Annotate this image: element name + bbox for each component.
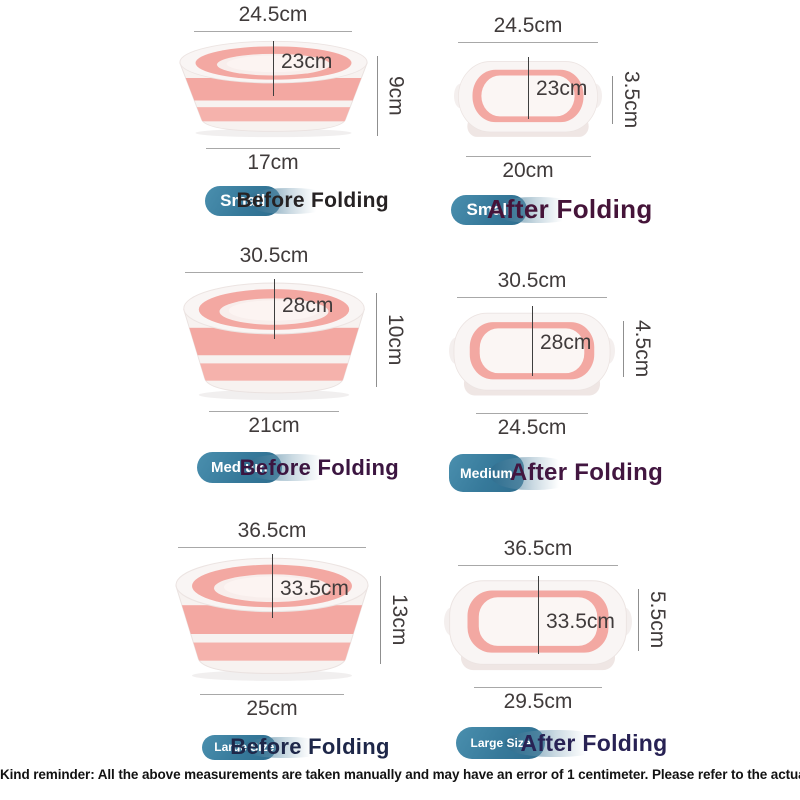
height-label: 4.5cm [631,320,654,378]
basin-area: 33.5cm 13cm [172,554,411,682]
basin-area: 23cm 9cm [176,38,408,138]
caption: Large Size After Folding [456,727,667,759]
bottom-width-label: 21cm [248,414,300,437]
state-title: After Folding [509,459,664,486]
basin-area: 33.5cm 5.5cm [444,573,669,675]
bottom-width-line [474,687,602,688]
basin-area: 23cm 3.5cm [454,55,643,141]
height-label: 3.5cm [620,71,643,129]
panel-small-after-folding: 24.5cm 23cm 3.5cm 20cm Small After Foldi… [348,13,708,225]
bottom-width-line [209,411,339,412]
inner-length-line [528,57,529,119]
height-line [638,589,639,651]
bottom-width-label: 17cm [247,151,299,174]
panel-large-after-folding: 36.5cm 33.5cm 5.5cm 29.5cm Large Size Af… [358,536,718,759]
top-width-label: 30.5cm [497,269,567,292]
height-dimension: 9cm [376,56,408,136]
top-width-line [194,31,352,32]
height-label: 13cm [388,594,411,646]
inner-length-line [538,576,539,654]
inner-length-label: 28cm [540,331,592,354]
inner-length-line [272,554,273,618]
size-badge: Large Size [456,727,607,759]
inner-length-line [273,41,274,96]
height-label: 10cm [384,314,407,366]
bottom-width-label: 20cm [502,159,554,182]
kind-reminder-text: Kind reminder: All the above measurement… [0,767,800,782]
bottom-width-line [476,413,588,414]
inner-length-label: 23cm [281,50,333,73]
state-title: Before Folding [239,454,400,480]
height-line [612,75,613,124]
size-badge: Large Size [202,734,329,760]
height-line [376,56,378,136]
panel-large-before-folding: 36.5cm 33.5cm 13cm 25cm Large Size Befor… [92,518,452,760]
top-width-label: 36.5cm [503,537,573,560]
basin-area: 28cm 10cm [180,279,407,401]
height-dimension: 4.5cm [623,320,654,377]
top-width-line [458,42,598,43]
state-title: After Folding [520,729,668,756]
inner-length-label: 28cm [282,294,334,317]
state-title: Before Folding [236,189,389,212]
bottom-width-label: 25cm [246,697,298,720]
caption: Large Size Before Folding [202,734,389,760]
caption: Medium After Folding [448,454,664,492]
panel-medium-after-folding: 30.5cm 28cm 4.5cm 24.5cm Medium After Fo… [352,268,712,492]
height-line [380,576,381,664]
top-width-label: 36.5cm [237,519,307,542]
size-badge: Medium [448,454,577,492]
top-width-line [185,272,363,273]
height-line [623,320,624,377]
height-dimension: 13cm [380,576,411,664]
basin-area: 28cm 4.5cm [449,306,654,400]
inner-length-label: 33.5cm [280,577,349,600]
inner-length-label: 33.5cm [546,610,615,633]
top-width-label: 30.5cm [239,244,309,267]
height-dimension: 5.5cm [638,589,669,651]
top-width-label: 24.5cm [493,14,563,37]
inner-length-label: 23cm [536,77,588,100]
height-dimension: 10cm [376,293,407,387]
top-width-line [458,565,618,566]
panel-small-before-folding: 24.5cm 23cm 9cm 17cm Small Before Foldin… [93,2,453,216]
caption: Medium Before Folding [196,452,400,483]
height-dimension: 3.5cm [612,71,643,128]
state-title: After Folding [486,194,653,224]
bottom-width-label: 24.5cm [497,416,567,439]
bottom-width-line [206,148,340,149]
height-label: 9cm [384,76,408,116]
panel-medium-before-folding: 30.5cm 28cm 10cm 21cm Medium Before Fold… [94,243,454,483]
bottom-width-line [465,156,591,157]
size-badge: Medium [196,452,341,483]
caption: Small After Folding [451,194,652,225]
bottom-width-label: 29.5cm [503,690,573,713]
caption: Small Before Folding [205,186,389,216]
inner-length-line [274,279,275,339]
state-title: Before Folding [230,734,390,759]
size-badge: Small [205,186,334,216]
inner-length-line [532,306,533,376]
top-width-label: 24.5cm [238,3,308,26]
height-line [376,293,377,387]
top-width-line [457,297,607,298]
height-label: 5.5cm [646,591,669,649]
bottom-width-line [200,694,344,695]
size-badge: Small [451,194,581,225]
top-width-line [178,547,366,548]
